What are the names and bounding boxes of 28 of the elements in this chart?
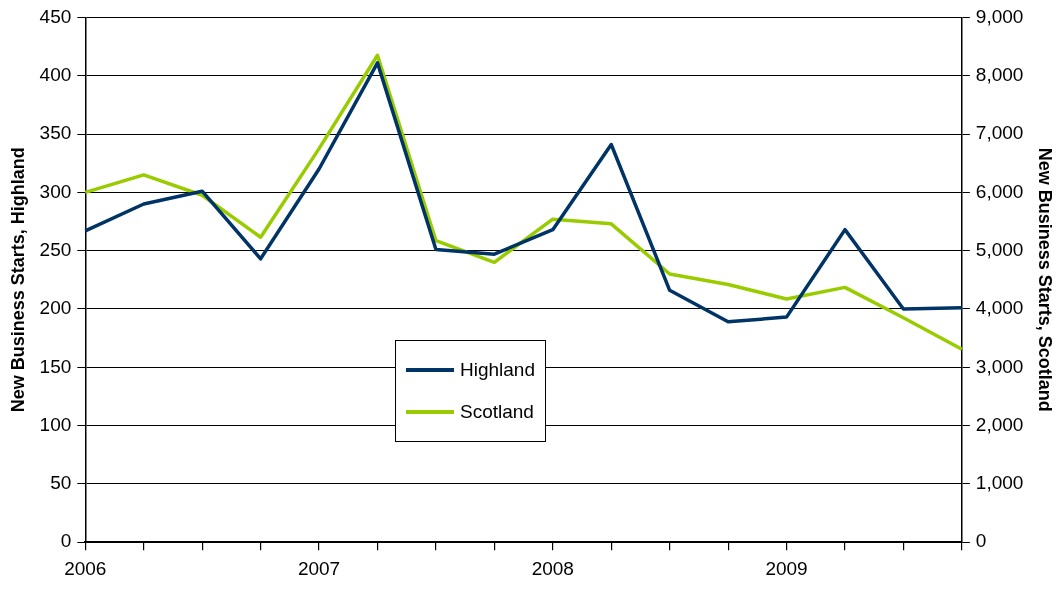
x-tick-label: 2008 <box>531 557 574 579</box>
legend-label: Scotland <box>460 401 534 423</box>
y2-tick-label: 7,000 <box>975 122 1024 144</box>
y-tick-label: 50 <box>50 472 72 494</box>
legend-label: Highland <box>460 359 535 381</box>
y2-axis-title: New Business Starts, Scotland <box>1035 147 1056 412</box>
y2-tick-label: 5,000 <box>975 238 1024 260</box>
y2-tick-label: 4,000 <box>975 297 1024 319</box>
y-tick-label: 100 <box>39 413 72 435</box>
x-tick-label: 2009 <box>765 557 808 579</box>
y-tick-label: 150 <box>39 355 72 377</box>
x-tick-label: 2006 <box>64 557 107 579</box>
x-tick-label: 2007 <box>297 557 341 579</box>
y2-tick-label: 6,000 <box>975 180 1024 202</box>
y2-tick-label: 3,000 <box>975 355 1024 377</box>
y-axis-title: New Business Starts, Highland <box>7 147 28 413</box>
y-tick-label: 400 <box>39 63 72 85</box>
y2-tick-label: 9,000 <box>975 5 1024 27</box>
y-tick-label: 300 <box>39 180 72 202</box>
y2-tick-label: 1,000 <box>975 472 1024 494</box>
y2-tick-label: 8,000 <box>975 63 1024 85</box>
y-tick-label: 250 <box>39 238 72 260</box>
y-tick-label: 350 <box>39 122 72 144</box>
y-tick-label: 450 <box>39 5 72 27</box>
y2-tick-label: 0 <box>975 530 987 552</box>
y-tick-label: 0 <box>60 530 72 552</box>
y2-tick-label: 2,000 <box>975 413 1024 435</box>
y-tick-label: 200 <box>39 297 72 319</box>
